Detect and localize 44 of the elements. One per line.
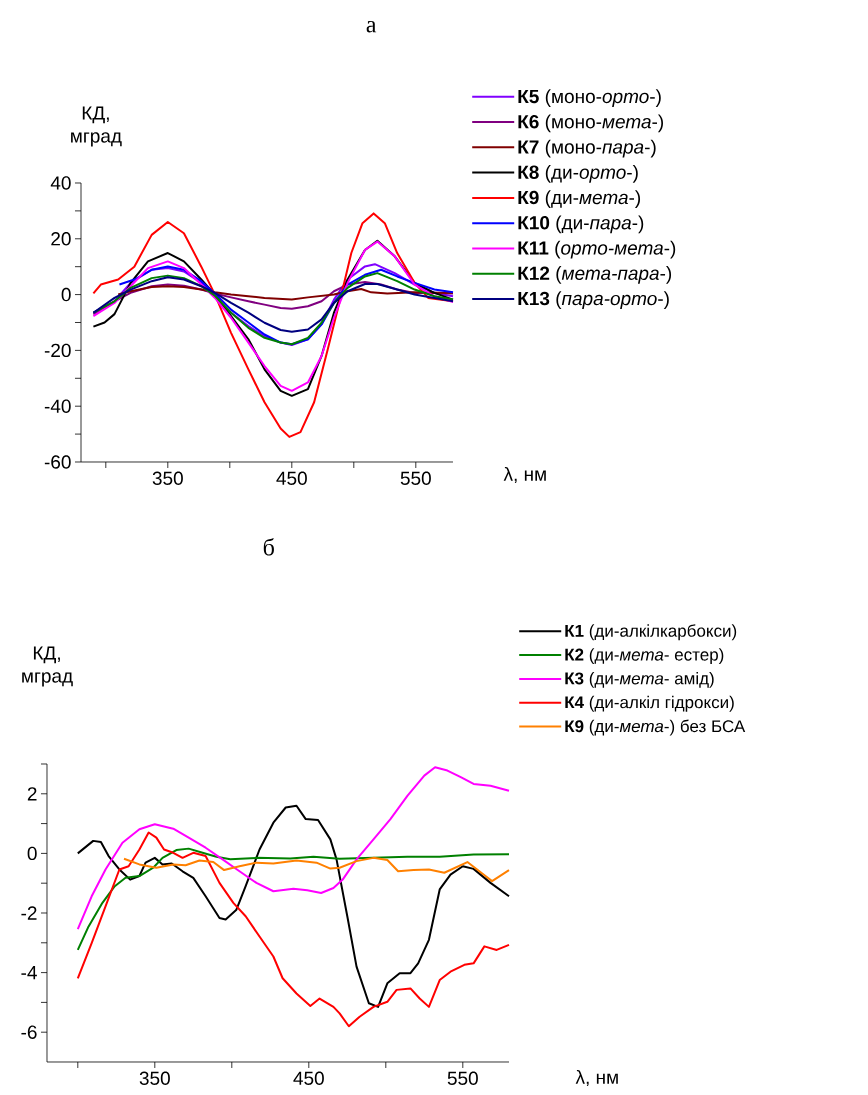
chart-title: б xyxy=(263,538,274,556)
legend-label: К1 (ди-алкілкарбокси) xyxy=(565,624,737,641)
legend-label: К4 (ди-алкіл гідрокси) xyxy=(565,695,734,712)
legend-label: К3 (ди-мета- амід) xyxy=(565,671,714,688)
legend-label: К9 (ди-мета-) без БСА xyxy=(565,719,746,736)
y-tick-label: 0 xyxy=(61,287,71,302)
chart-title: а xyxy=(366,20,377,33)
x-tick-label: 450 xyxy=(276,471,307,485)
y-tick-label: -6 xyxy=(21,1025,37,1039)
legend-label: К6 (моно-мета-) xyxy=(518,114,664,133)
line-series xyxy=(92,276,454,333)
y-tick-label: -2 xyxy=(21,906,37,920)
legend-label: К2 (ди-мета- естер) xyxy=(565,648,724,665)
line-series xyxy=(76,831,510,1028)
x-tick-label: 450 xyxy=(293,1071,324,1085)
legend-label: К7 (моно-пара-) xyxy=(518,139,656,158)
x-axis-title: λ, нм xyxy=(503,466,546,484)
y-tick-label: -40 xyxy=(44,399,71,413)
y-axis-title: КД, мград xyxy=(71,106,122,147)
y-tick-label: 40 xyxy=(50,176,71,190)
legend-label: К10 (ди-пара-) xyxy=(518,215,644,234)
y-tick-label: 0 xyxy=(27,846,37,861)
legend-label: К13 (пара-орто-) xyxy=(518,291,669,310)
y-axis-title: КД, мград xyxy=(22,646,73,687)
x-tick-label: 550 xyxy=(447,1071,478,1085)
line-series xyxy=(76,766,510,931)
x-tick-label: 350 xyxy=(152,471,183,485)
line-series xyxy=(117,285,454,301)
y-tick-label: -60 xyxy=(44,455,71,469)
legend-label: К11 (орто-мета-) xyxy=(518,240,676,259)
x-tick-label: 350 xyxy=(139,1071,170,1085)
line-series xyxy=(76,847,510,951)
y-tick-label: 20 xyxy=(51,232,71,246)
legend-label: К5 (моно-орто-) xyxy=(518,89,661,107)
x-axis-title: λ, нм xyxy=(575,1069,618,1087)
legend-label: К12 (мета-пара-) xyxy=(518,266,672,284)
line-series xyxy=(123,856,510,883)
legend-label: К8 (ди-орто-) xyxy=(518,164,638,183)
y-tick-label: -4 xyxy=(21,966,37,980)
legend-label: К9 (ди-мета-) xyxy=(518,190,641,208)
y-tick-label: 2 xyxy=(27,787,37,801)
line-series xyxy=(76,804,510,1008)
y-tick-label: -20 xyxy=(44,343,71,358)
x-tick-label: 550 xyxy=(400,471,431,485)
